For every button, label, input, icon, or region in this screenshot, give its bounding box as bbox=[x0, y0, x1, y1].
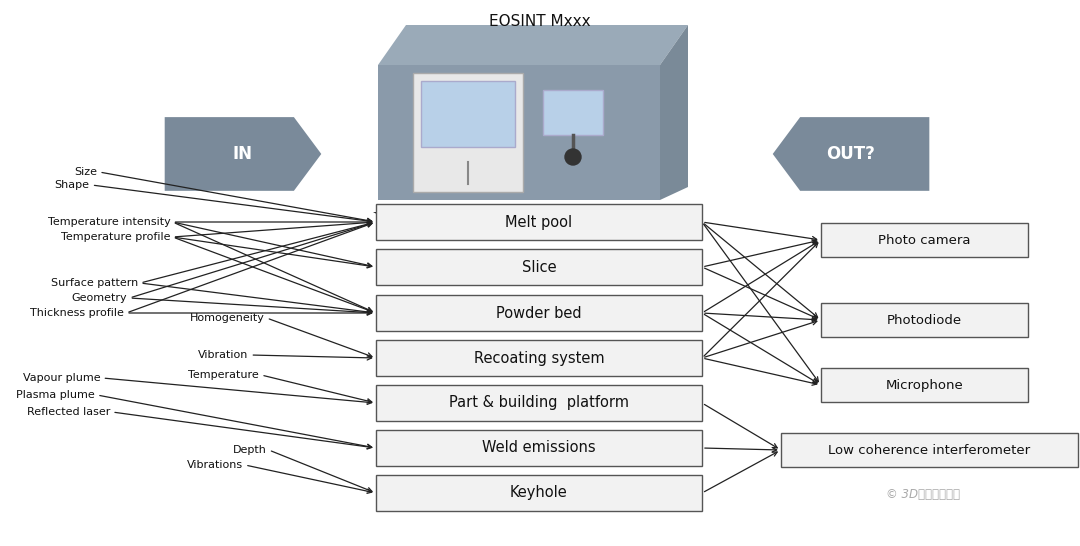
Polygon shape bbox=[773, 117, 929, 191]
Text: Temperature profile: Temperature profile bbox=[62, 232, 171, 242]
Polygon shape bbox=[378, 25, 688, 65]
FancyBboxPatch shape bbox=[821, 303, 1028, 337]
Text: Vibrations: Vibrations bbox=[187, 460, 243, 470]
Text: Shape: Shape bbox=[55, 180, 90, 190]
Text: Vapour plume: Vapour plume bbox=[23, 373, 100, 383]
Text: Temperature intensity: Temperature intensity bbox=[48, 217, 171, 227]
Text: Depth: Depth bbox=[233, 445, 267, 455]
Text: Geometry: Geometry bbox=[71, 293, 127, 303]
FancyBboxPatch shape bbox=[376, 430, 702, 466]
FancyBboxPatch shape bbox=[421, 81, 515, 147]
Text: EOSINT Mxxx: EOSINT Mxxx bbox=[489, 14, 591, 29]
Text: Recoating system: Recoating system bbox=[474, 351, 604, 365]
FancyBboxPatch shape bbox=[378, 65, 660, 200]
Polygon shape bbox=[373, 212, 680, 220]
Text: Powder bed: Powder bed bbox=[496, 306, 582, 321]
FancyBboxPatch shape bbox=[376, 340, 702, 376]
Text: Reflected laser: Reflected laser bbox=[27, 407, 110, 417]
Polygon shape bbox=[164, 117, 322, 191]
FancyBboxPatch shape bbox=[413, 73, 523, 192]
Text: Size: Size bbox=[75, 167, 97, 177]
FancyBboxPatch shape bbox=[376, 295, 702, 331]
Text: Weld emissions: Weld emissions bbox=[482, 441, 596, 455]
FancyBboxPatch shape bbox=[543, 90, 603, 135]
FancyBboxPatch shape bbox=[376, 249, 702, 285]
FancyBboxPatch shape bbox=[781, 433, 1078, 467]
FancyBboxPatch shape bbox=[376, 204, 702, 240]
Text: OUT?: OUT? bbox=[826, 145, 876, 163]
Text: Microphone: Microphone bbox=[886, 378, 963, 391]
Text: © 3D打印技术参考: © 3D打印技术参考 bbox=[887, 488, 960, 501]
Text: Photodiode: Photodiode bbox=[887, 313, 962, 327]
Text: Plasma plume: Plasma plume bbox=[16, 390, 95, 400]
FancyBboxPatch shape bbox=[376, 475, 702, 511]
Polygon shape bbox=[660, 25, 688, 200]
Text: Vibration: Vibration bbox=[198, 350, 248, 360]
Circle shape bbox=[565, 149, 581, 165]
Text: Keyhole: Keyhole bbox=[510, 485, 568, 501]
FancyBboxPatch shape bbox=[821, 368, 1028, 402]
Text: Melt pool: Melt pool bbox=[505, 215, 572, 229]
FancyBboxPatch shape bbox=[376, 385, 702, 421]
Text: Homogeneity: Homogeneity bbox=[190, 313, 265, 323]
FancyBboxPatch shape bbox=[821, 223, 1028, 257]
Text: Part & building  platform: Part & building platform bbox=[449, 395, 629, 411]
Text: Temperature: Temperature bbox=[188, 370, 259, 380]
Text: IN: IN bbox=[233, 145, 253, 163]
Text: Slice: Slice bbox=[522, 259, 556, 275]
Text: Thickness profile: Thickness profile bbox=[30, 308, 124, 318]
Text: Photo camera: Photo camera bbox=[878, 234, 971, 246]
Text: Low coherence interferometer: Low coherence interferometer bbox=[828, 443, 1030, 456]
Text: Surface pattern: Surface pattern bbox=[51, 278, 138, 288]
